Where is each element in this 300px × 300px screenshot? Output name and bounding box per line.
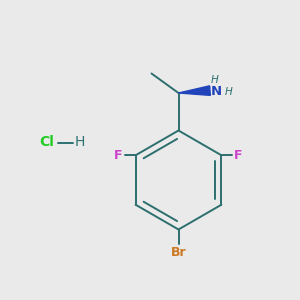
Text: N: N bbox=[210, 85, 222, 98]
Text: H: H bbox=[75, 136, 85, 149]
Text: F: F bbox=[234, 149, 243, 162]
Text: Cl: Cl bbox=[39, 136, 54, 149]
Text: H: H bbox=[225, 87, 232, 97]
Text: F: F bbox=[114, 149, 123, 162]
Text: H: H bbox=[211, 75, 218, 85]
Text: Br: Br bbox=[171, 246, 186, 260]
Polygon shape bbox=[178, 86, 210, 95]
